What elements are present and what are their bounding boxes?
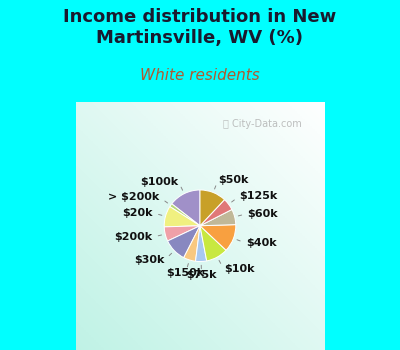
Text: $40k: $40k [246,238,277,248]
Wedge shape [200,199,232,226]
Text: $50k: $50k [218,175,248,185]
Wedge shape [196,226,207,261]
Wedge shape [200,226,226,261]
Wedge shape [172,190,200,226]
Text: > $200k: > $200k [108,193,160,202]
Text: $20k: $20k [122,208,152,218]
Text: $125k: $125k [239,191,278,201]
Wedge shape [168,226,200,258]
Text: $30k: $30k [134,255,165,265]
Text: $200k: $200k [114,232,152,242]
Text: Income distribution in New
Martinsville, WV (%): Income distribution in New Martinsville,… [63,8,337,47]
Text: $60k: $60k [248,209,278,218]
Text: $100k: $100k [140,176,178,187]
Text: $150k: $150k [166,268,204,278]
Text: $10k: $10k [224,264,254,274]
Wedge shape [200,210,236,226]
Text: $75k: $75k [186,270,217,280]
Text: White residents: White residents [140,68,260,83]
Wedge shape [164,226,200,241]
Text: ⓘ City-Data.com: ⓘ City-Data.com [223,119,302,129]
Wedge shape [200,225,236,250]
Wedge shape [200,190,224,226]
Wedge shape [184,226,200,261]
Wedge shape [170,204,200,226]
Wedge shape [164,206,200,227]
